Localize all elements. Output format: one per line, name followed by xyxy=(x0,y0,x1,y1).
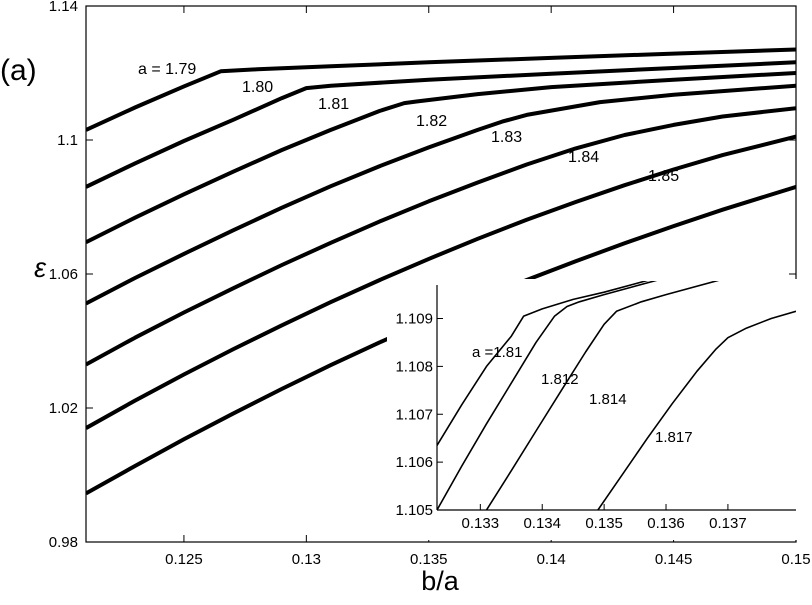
series-line-1-83 xyxy=(86,106,796,367)
inset-x-tick-label: 0.137 xyxy=(709,515,747,532)
inset-series-line-1-814 xyxy=(485,281,720,510)
series-line-1-82 xyxy=(86,83,796,306)
inset-x-tick-label: 0.135 xyxy=(585,515,623,532)
y-axis-label: ε xyxy=(34,253,47,283)
inset-y-tick-label: 1.106 xyxy=(395,454,433,471)
inset-curve-label-1-812: 1.812 xyxy=(541,371,579,388)
inset-y-tick-label: 1.109 xyxy=(395,311,433,328)
inset-curve-label-1-81: a =1.81 xyxy=(472,344,522,361)
inset-series-line-1-81 xyxy=(437,281,649,446)
x-tick-label: 0.145 xyxy=(655,551,693,568)
x-tick-label: 0.13 xyxy=(292,551,321,568)
y-tick-label: 1.1 xyxy=(57,132,78,149)
inset-x-tick-label: 0.134 xyxy=(523,515,561,532)
x-axis-label: b/a xyxy=(421,566,460,596)
y-tick-label: 0.98 xyxy=(49,534,78,551)
inset-y-tick-label: 1.107 xyxy=(395,406,433,423)
curve-label-1-82: 1.82 xyxy=(416,113,447,130)
x-tick-label: 0.15 xyxy=(781,551,810,568)
inset-y-tick-label: 1.105 xyxy=(395,502,433,519)
curve-label-1-84: 1.84 xyxy=(568,149,599,166)
y-tick-label: 1.14 xyxy=(49,0,78,15)
inset-x-tick-label: 0.133 xyxy=(462,515,500,532)
y-tick-label: 1.02 xyxy=(49,400,78,417)
panel-label: (a) xyxy=(0,54,37,87)
inset-plot: 1.105 1.106 1.107 1.108 1.109 0.133 0.134 0.135… xyxy=(387,279,800,540)
x-tick-label: 0.125 xyxy=(165,551,203,568)
y-tick-label: 1.06 xyxy=(49,266,78,283)
inset-curve-label-1-814: 1.814 xyxy=(589,391,627,408)
inset-series-line-1-817 xyxy=(597,310,796,510)
x-tick-label: 0.14 xyxy=(537,551,566,568)
curve-label-1-83: 1.83 xyxy=(491,129,522,146)
curve-label-1-81: 1.81 xyxy=(318,96,349,113)
inset-y-tick-label: 1.108 xyxy=(395,358,433,375)
series-line-1-79 xyxy=(86,47,796,132)
inset-series-line-1-812 xyxy=(437,281,658,510)
series-line-1-80 xyxy=(86,60,796,189)
curve-label-1-80: 1.80 xyxy=(242,79,273,96)
inset-background xyxy=(387,279,800,540)
series-line-1-84 xyxy=(86,134,796,430)
curve-label-1-79: a = 1.79 xyxy=(138,61,196,78)
series-line-1-81 xyxy=(86,71,796,244)
x-tick-label: 0.135 xyxy=(410,551,448,568)
inset-x-tick-label: 0.136 xyxy=(647,515,685,532)
curve-label-1-85: 1.85 xyxy=(648,168,679,185)
inset-curve-label-1-817: 1.817 xyxy=(655,429,693,446)
